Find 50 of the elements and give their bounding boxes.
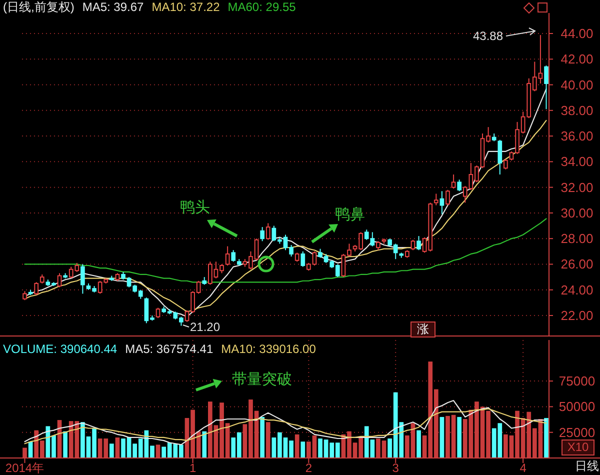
y-tick-label: 50000 xyxy=(558,399,596,414)
annotation: 鸭鼻 xyxy=(335,206,365,223)
line-series xyxy=(24,88,547,318)
chart-title: (日线,前复权) xyxy=(3,0,74,14)
annotation: 涨 xyxy=(417,322,429,336)
y-tick-label: 38.00 xyxy=(560,102,594,118)
y-tick-label: 34.00 xyxy=(560,154,594,170)
bar xyxy=(260,416,264,458)
text: MA10: 37.22 xyxy=(152,0,220,14)
annotation: 43.88 xyxy=(472,29,504,43)
text: 日线 xyxy=(575,459,599,473)
line-series xyxy=(24,400,547,446)
y-tick-label: 44.00 xyxy=(560,26,594,42)
y-tick-label: 24.00 xyxy=(560,282,594,298)
x-tick-label: 1 xyxy=(189,461,196,475)
bar xyxy=(544,418,548,458)
bar xyxy=(109,444,114,458)
y-tick-label: 75000 xyxy=(558,374,596,389)
annotation: 鸭头 xyxy=(180,199,210,216)
y-tick-label: 22.00 xyxy=(560,308,594,323)
x-tick-label: 2 xyxy=(305,461,312,475)
y-tick-label: 30.00 xyxy=(560,205,594,220)
bar xyxy=(416,430,421,458)
candlestick xyxy=(80,264,85,294)
text: MA5: 39.67 xyxy=(82,0,144,14)
annotation: 21.20 xyxy=(190,320,220,334)
text: VOLUME: 390640.44 xyxy=(3,342,118,356)
x-tick-label: 4 xyxy=(520,461,527,475)
line-series xyxy=(24,120,547,312)
bar xyxy=(457,416,462,458)
text: MA5: 367574.41 xyxy=(125,342,214,356)
bar xyxy=(202,431,207,458)
bar xyxy=(63,431,68,458)
bar xyxy=(300,442,306,458)
y-tick-label: 26.00 xyxy=(560,256,594,272)
bar xyxy=(440,416,444,458)
y-tick-label: 25000 xyxy=(558,424,596,440)
line-series xyxy=(24,408,547,444)
candlestick xyxy=(434,193,438,206)
y-tick-label: 40.00 xyxy=(560,77,594,92)
text: MA10: 339016.00 xyxy=(221,342,316,356)
x-tick-label: 3 xyxy=(392,461,400,475)
text: MA60: 29.55 xyxy=(228,0,296,14)
y-tick-label: 42.00 xyxy=(560,52,594,67)
y-tick-label: 32.00 xyxy=(560,180,594,195)
y-tick-label: 28.00 xyxy=(560,231,594,246)
x-tick-label: 2014年 xyxy=(5,461,44,475)
annotation: 带量突破 xyxy=(232,371,292,388)
y-tick-label: 36.00 xyxy=(560,128,594,144)
text: X10 xyxy=(567,440,589,454)
